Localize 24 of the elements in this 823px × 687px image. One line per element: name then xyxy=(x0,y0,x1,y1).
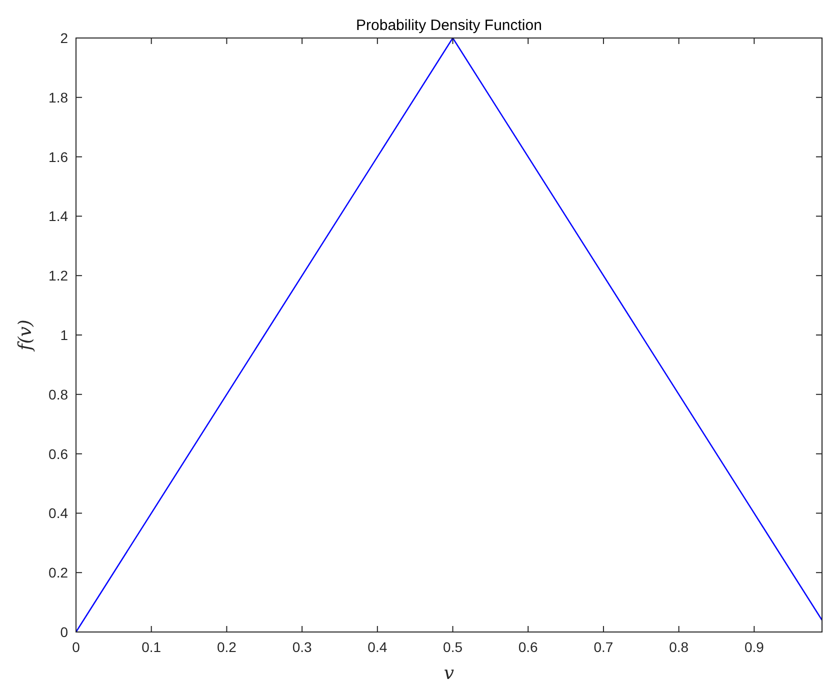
x-tick-label: 0.1 xyxy=(142,639,162,655)
y-tick-label: 0.8 xyxy=(48,386,68,402)
x-tick-label: 0.2 xyxy=(216,639,237,655)
y-tick-label: 0 xyxy=(60,624,68,640)
y-tick-label: 2 xyxy=(60,30,68,46)
x-axis-title: v xyxy=(444,663,454,684)
y-axis-title: f(v) xyxy=(15,320,36,352)
y-tick-label: 0.6 xyxy=(48,446,68,462)
y-tick-label: 1 xyxy=(60,327,68,343)
x-tick-label: 0.5 xyxy=(443,639,463,655)
y-tick-label: 1.8 xyxy=(48,89,68,106)
x-tick-label: 0.6 xyxy=(518,639,538,655)
x-tick-label: 0.4 xyxy=(368,639,388,655)
y-tick-label: 1.2 xyxy=(48,268,68,284)
y-tick-label: 1.6 xyxy=(48,148,68,165)
y-tick-label: 0.2 xyxy=(48,564,68,581)
x-tick-label: 0 xyxy=(72,639,80,655)
x-tick-label: 0.8 xyxy=(669,639,689,655)
x-tick-label: 0.9 xyxy=(744,639,764,655)
y-tick-label: 0.4 xyxy=(48,505,68,522)
x-tick-label: 0.7 xyxy=(594,639,614,655)
y-tick-label: 1.4 xyxy=(48,208,68,224)
chart-title: Probability Density Function xyxy=(356,17,542,34)
x-tick-label: 0.3 xyxy=(292,639,312,655)
